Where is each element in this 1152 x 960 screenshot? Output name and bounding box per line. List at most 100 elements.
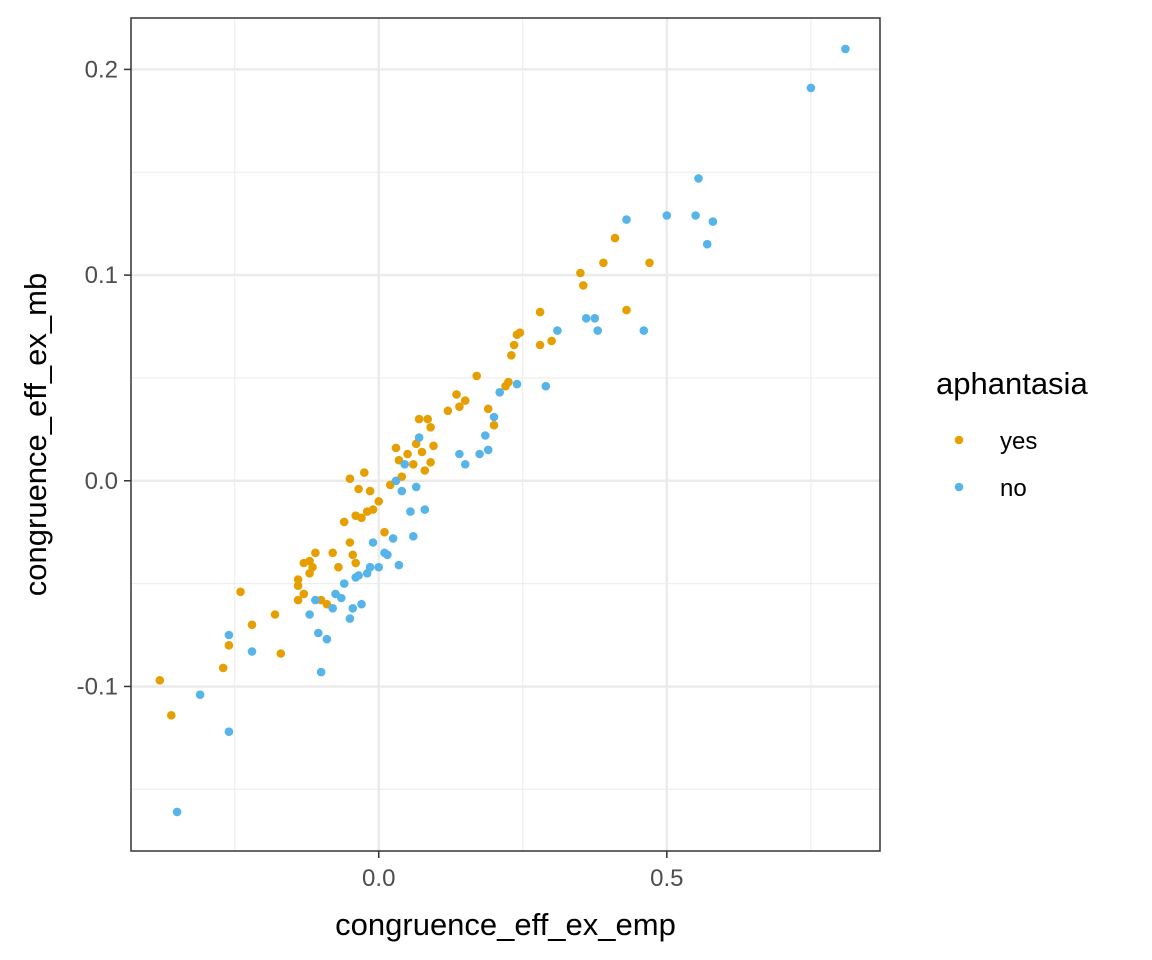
data-point-no: [322, 634, 332, 644]
data-point-no: [172, 807, 182, 817]
data-point-no: [195, 690, 205, 699]
y-tick-label: 0.0: [85, 468, 118, 495]
data-points: [155, 44, 850, 817]
data-point-yes: [328, 548, 338, 558]
data-point-no: [411, 482, 421, 492]
data-point-no: [691, 211, 700, 220]
data-point-no: [328, 604, 338, 613]
data-point-yes: [167, 711, 176, 720]
data-point-no: [354, 571, 363, 580]
data-point-no: [311, 595, 320, 605]
data-point-no: [348, 604, 358, 613]
data-point-yes: [472, 371, 482, 381]
data-point-yes: [247, 620, 257, 630]
data-point-yes: [483, 404, 493, 414]
legend: aphantasia yes no: [936, 366, 1088, 502]
data-point-yes: [443, 406, 453, 416]
legend-key-yes: [954, 435, 964, 445]
legend-label-no: no: [1000, 475, 1027, 502]
data-point-no: [394, 560, 404, 570]
data-point-yes: [380, 527, 389, 537]
data-point-yes: [351, 558, 361, 568]
minor-gridlines: [131, 18, 880, 851]
data-point-yes: [489, 420, 499, 430]
data-point-yes: [535, 307, 545, 317]
data-point-yes: [270, 610, 280, 619]
data-point-no: [357, 599, 366, 609]
data-point-no: [368, 538, 378, 547]
data-point-no: [541, 381, 551, 391]
data-point-yes: [645, 258, 654, 268]
data-point-no: [314, 628, 323, 638]
data-point-yes: [610, 233, 620, 243]
legend-key-no: [954, 482, 964, 492]
data-point-yes: [507, 351, 516, 360]
data-point-no: [702, 239, 712, 249]
data-point-no: [806, 83, 816, 93]
data-point-yes: [360, 468, 369, 477]
data-point-yes: [429, 441, 438, 451]
data-point-yes: [535, 340, 545, 350]
data-point-no: [489, 412, 499, 422]
data-point-yes: [224, 641, 234, 650]
data-point-no: [694, 174, 703, 183]
data-point-yes: [345, 474, 355, 484]
data-point-yes: [452, 390, 461, 399]
data-point-no: [345, 614, 355, 623]
data-point-yes: [334, 562, 343, 572]
data-point-yes: [547, 336, 556, 346]
data-point-no: [339, 579, 349, 588]
x-axis-ticks: 0.0 0.5: [362, 851, 684, 892]
data-point-yes: [308, 562, 317, 572]
x-axis-title: congruence_eff_ex_emp: [335, 907, 676, 942]
data-point-yes: [403, 449, 412, 459]
data-point-yes: [515, 328, 525, 338]
y-tick-label: 0.1: [85, 262, 118, 289]
data-point-no: [590, 314, 600, 323]
data-point-yes: [579, 281, 588, 290]
data-point-no: [483, 445, 493, 455]
data-point-no: [397, 486, 407, 496]
data-point-yes: [417, 447, 427, 457]
data-point-no: [460, 460, 470, 469]
data-point-yes: [426, 423, 435, 432]
data-point-yes: [368, 505, 378, 514]
data-point-yes: [293, 575, 303, 584]
data-point-no: [316, 667, 326, 677]
data-point-no: [455, 449, 464, 459]
data-point-no: [475, 449, 484, 459]
data-point-no: [305, 610, 314, 619]
data-point-no: [708, 217, 718, 226]
data-point-yes: [293, 595, 303, 605]
data-point-yes: [576, 268, 585, 278]
data-point-no: [374, 562, 384, 572]
x-tick-label: 0.5: [650, 865, 683, 892]
data-point-no: [383, 550, 392, 560]
data-point-no: [388, 534, 398, 543]
data-point-no: [512, 379, 522, 389]
data-point-no: [581, 314, 591, 323]
data-point-yes: [293, 581, 303, 590]
data-point-yes: [622, 305, 631, 315]
major-gridlines: [131, 18, 880, 851]
data-point-no: [224, 727, 234, 736]
data-point-yes: [599, 258, 608, 268]
data-point-yes: [423, 414, 433, 424]
data-point-no: [406, 507, 415, 516]
data-point-no: [495, 388, 505, 397]
data-point-no: [841, 44, 850, 54]
data-point-no: [337, 593, 346, 603]
data-point-no: [481, 431, 490, 440]
y-axis-ticks: -0.1 0.0 0.1 0.2: [77, 56, 131, 700]
data-point-no: [391, 476, 401, 486]
data-point-yes: [155, 676, 165, 685]
data-point-no: [553, 326, 562, 335]
data-point-no: [224, 630, 234, 640]
data-point-yes: [420, 466, 430, 475]
data-point-no: [414, 433, 424, 442]
data-point-yes: [504, 377, 513, 387]
y-tick-label: -0.1: [77, 673, 118, 700]
legend-label-yes: yes: [1000, 428, 1037, 455]
legend-title: aphantasia: [936, 366, 1088, 401]
